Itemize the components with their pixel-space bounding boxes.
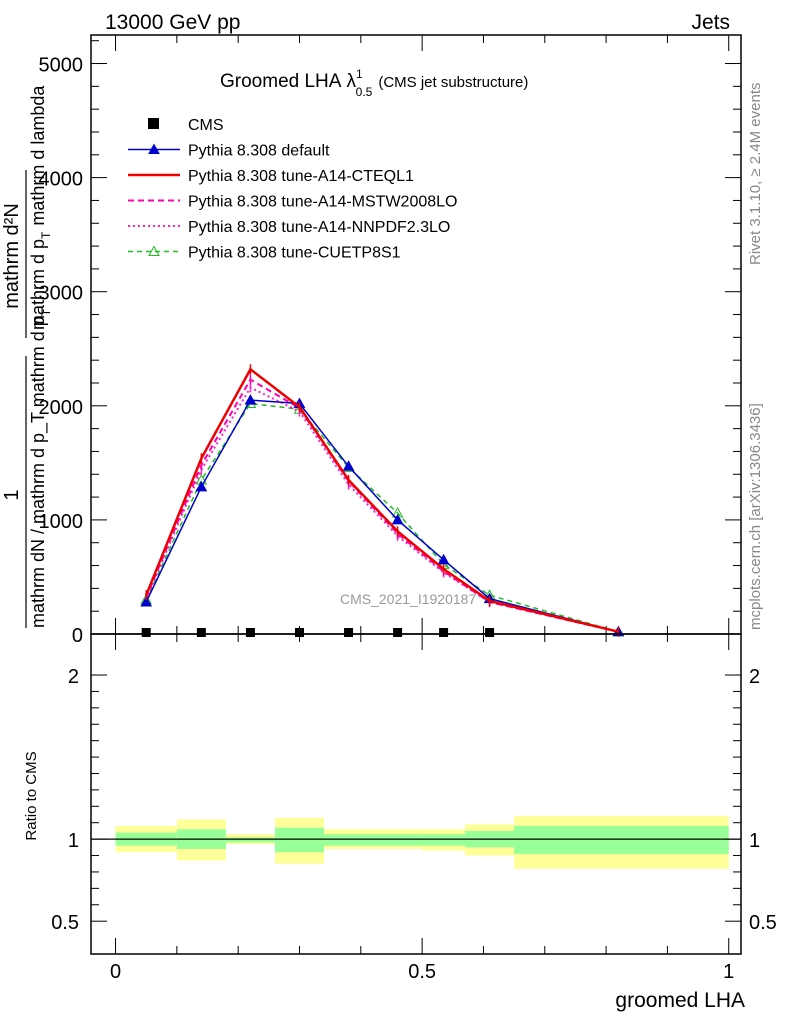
ratio-y-axis-label: Ratio to CMS — [23, 751, 40, 840]
legend-entry: CMS — [148, 117, 224, 134]
legend-marker-triangle — [148, 143, 160, 154]
cms-data-point — [393, 628, 403, 637]
x-tick-label: 0.5 — [408, 961, 436, 983]
ratio-band-inner — [225, 837, 275, 843]
x-tick-label: 0 — [110, 961, 121, 983]
top-y-tick-label: 5000 — [39, 55, 84, 77]
series-line — [145, 402, 619, 633]
top-y-ticks: 0 1000 2000 3000 4000 5000 — [39, 40, 741, 647]
legend-entry: Pythia 8.308 tune-A14-NNPDF2.3LO — [128, 219, 450, 236]
cms-data-point — [485, 628, 495, 637]
ratio-plot-panel: 0.5 0.51 12 2 0 0.5 1 — [51, 633, 777, 983]
legend-marker-open-triangle — [148, 245, 160, 256]
bottom-x-ticks: 0 0.5 1 — [110, 634, 734, 983]
side-label-rivet: Rivet 3.1.10, ≥ 2.4M events — [747, 83, 764, 266]
legend-entry: Pythia 8.308 tune-CUETP8S1 — [128, 245, 401, 262]
side-label-mcplots: mcplots.cern.ch [arXiv:1306.3436] — [747, 403, 764, 630]
ratio-band-inner — [324, 834, 374, 846]
ratio-band-inner — [422, 834, 466, 846]
bottom-plot-frame — [90, 633, 742, 955]
ratio-y-tick-label-right: 1 — [749, 830, 760, 852]
series-marker — [437, 553, 450, 565]
series-marker — [391, 513, 404, 525]
ratio-band-inner — [373, 834, 423, 846]
cms-data-point — [294, 628, 304, 637]
legend-label: Pythia 8.308 tune-A14-NNPDF2.3LO — [188, 219, 450, 236]
cms-data-point — [245, 628, 255, 637]
legend-entry: Pythia 8.308 default — [128, 143, 330, 160]
cms-data-point — [196, 628, 206, 637]
ratio-y-tick-label-right: 2 — [749, 666, 760, 688]
cms-data-point — [344, 628, 354, 637]
top-y-axis-label: 1 mathrm dN / mathrm d p_T mathrm d pT m… — [1, 85, 53, 628]
header-right: Jets — [691, 11, 730, 34]
legend-label: Pythia 8.308 tune-A14-CTEQL1 — [188, 168, 414, 185]
legend-label: CMS — [188, 117, 224, 134]
series-marker — [195, 480, 208, 492]
main-plot-panel: 0 1000 2000 3000 4000 5000 CMS_2021_I1920187 — [39, 34, 742, 647]
top-y-tick-label: 2000 — [39, 397, 84, 419]
ratio-bands — [115, 816, 729, 869]
ratio-y-tick-label-right: 0.5 — [749, 912, 777, 934]
legend-label: Pythia 8.308 tune-CUETP8S1 — [188, 245, 401, 262]
legend-entry: Pythia 8.308 tune-A14-MSTW2008LO — [128, 194, 457, 211]
legend-marker-square — [148, 118, 159, 129]
ylabel-numerator-2: mathrm d²N — [1, 203, 23, 309]
x-axis-label: groomed LHA — [615, 989, 745, 1012]
top-y-tick-label: 3000 — [39, 283, 84, 305]
top-x-ticks — [115, 35, 730, 634]
ratio-band-inner — [274, 827, 325, 853]
series-0 — [141, 628, 495, 637]
ratio-y-tick-label: 0.5 — [51, 912, 79, 934]
legend-label: Pythia 8.308 default — [188, 143, 330, 160]
plot-title: Groomed LHA λ1 0.5(CMS jet substructure) — [220, 67, 528, 99]
top-y-tick-label: 0 — [72, 625, 83, 647]
ratio-y-tick-label: 2 — [68, 666, 79, 688]
ylabel-denominator-2: mathrm d pTmathrm d lambda — [28, 85, 53, 330]
top-y-tick-label: 1000 — [39, 511, 84, 533]
x-tick-label: 1 — [723, 961, 734, 983]
series-marker — [140, 596, 153, 607]
cms-data-point — [439, 628, 449, 637]
header-left: 13000 GeV pp — [105, 11, 240, 34]
series-layer — [140, 364, 625, 637]
cms-data-point — [141, 628, 151, 637]
ylabel-numerator-1: 1 — [1, 489, 23, 500]
analysis-watermark: CMS_2021_I1920187 — [340, 591, 476, 607]
series-marker — [342, 460, 355, 471]
series-marker — [244, 394, 257, 405]
ylabel-denominator-1: mathrm dN / mathrm d p_T mathrm d pT — [28, 308, 53, 628]
series-2 — [145, 364, 620, 637]
legend: CMS Pythia 8.308 default Pythia 8.308 tune… — [128, 117, 457, 262]
ratio-y-tick-label: 1 — [68, 830, 79, 852]
top-y-tick-label: 4000 — [39, 169, 84, 191]
legend-entry: Pythia 8.308 tune-A14-CTEQL1 — [128, 168, 414, 185]
bottom-y-ticks: 0.5 0.5 1 1 2 2 — [51, 666, 777, 934]
ratio-band-inner — [514, 826, 729, 854]
legend-label: Pythia 8.308 tune-A14-MSTW2008LO — [188, 194, 457, 211]
